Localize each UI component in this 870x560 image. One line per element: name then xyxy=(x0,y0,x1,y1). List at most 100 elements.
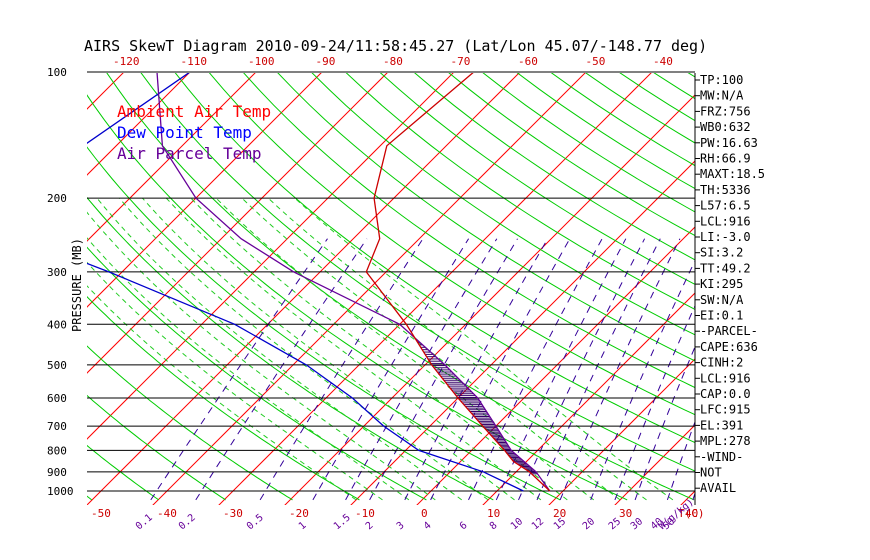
bottom-temp-tick-label: -40 xyxy=(157,507,177,520)
bottom-temp-tick-label: 40 xyxy=(685,507,698,520)
top-temp-tick-label: -110 xyxy=(181,55,208,68)
pressure-tick-label: 100 xyxy=(47,66,67,79)
isotherm-line xyxy=(0,53,11,509)
mixing-ratio-tick-label: 0.2 xyxy=(177,512,198,532)
sounding-profiles xyxy=(87,73,551,492)
pressure-tick-label: 1000 xyxy=(47,485,74,498)
stat-item: LCL:916 xyxy=(700,214,751,228)
dry-adiabat-line xyxy=(379,73,695,285)
dry-adiabat-line xyxy=(106,73,695,501)
bottom-temp-tick-label: 30 xyxy=(619,507,632,520)
mixing-ratio-line xyxy=(614,304,695,501)
isotherm-line xyxy=(87,73,388,374)
isotherm-line xyxy=(87,73,322,308)
mixing-ratio-line xyxy=(404,238,549,501)
isotherm-line xyxy=(350,160,695,505)
mixing-ratio-tick-label: 1.5 xyxy=(332,512,353,532)
mixing-ratio-tick-label: 3 xyxy=(395,520,407,532)
dry-adiabat-line xyxy=(87,146,561,501)
bottom-temp-tick-label: 10 xyxy=(487,507,500,520)
top-temp-tick-label: -120 xyxy=(113,55,140,68)
top-temp-tick-label: -70 xyxy=(451,55,471,68)
isotherm-line xyxy=(614,424,695,505)
chart-title-group: AIRS SkewT Diagram 2010-09-24/11:58:45.2… xyxy=(84,37,707,55)
isotherm-line xyxy=(0,53,77,509)
chart-legend: Ambient Air Temp Dew Point Temp Air Parc… xyxy=(117,102,271,163)
isotherm-line xyxy=(87,73,454,440)
dewpoint-profile-line xyxy=(87,73,524,492)
stat-item: SW:N/A xyxy=(700,293,744,307)
isotherm-line xyxy=(744,53,870,509)
mixing-ratio-line xyxy=(430,238,571,501)
dry-adiabat-line xyxy=(277,73,695,362)
background-grid xyxy=(0,53,870,509)
pressure-tick-label: 400 xyxy=(47,318,67,331)
dry-adiabat-line xyxy=(243,73,695,389)
moist-adiabat-line xyxy=(215,197,595,501)
bottom-temp-tick-label: -20 xyxy=(289,507,309,520)
stat-item: LFC:915 xyxy=(700,403,751,417)
mixing-ratio-tick-label: 10 xyxy=(509,516,525,532)
stat-item: NOT xyxy=(700,466,722,480)
mixing-ratio-tick-label: 1 xyxy=(297,520,309,532)
dry-adiabat-line xyxy=(87,296,360,501)
mixing-ratio-tick-label: 0.1 xyxy=(134,512,155,532)
stat-item: L57:6.5 xyxy=(700,199,751,213)
dry-adiabat-line xyxy=(87,246,427,501)
parcel-profile-line xyxy=(156,73,551,492)
pressure-tick-label: 900 xyxy=(47,466,67,479)
top-temp-tick-label: -90 xyxy=(316,55,336,68)
stat-item: AVAIL xyxy=(700,481,736,495)
stat-item: RH:66.9 xyxy=(700,152,751,166)
legend-dew-point-temp: Dew Point Temp xyxy=(117,123,252,142)
isobar-lines xyxy=(87,71,695,492)
stat-item: LI:-3.0 xyxy=(700,230,751,244)
moist-adiabat-line xyxy=(87,211,436,501)
stat-item: WB0:632 xyxy=(700,120,751,134)
isotherm-line xyxy=(810,53,870,509)
stat-item: MAXT:18.5 xyxy=(700,167,765,181)
bottom-temp-tick-label: -50 xyxy=(91,507,111,520)
dry-adiabat-line xyxy=(87,94,628,501)
mixing-ratio-tick-label: 12 xyxy=(530,516,546,532)
top-temp-tick-label: -50 xyxy=(586,55,606,68)
isotherm-line xyxy=(87,73,256,242)
moist-adiabat-line xyxy=(87,285,357,501)
stat-item: FRZ:756 xyxy=(700,104,751,118)
isotherm-line xyxy=(482,292,695,505)
mixing-ratio-tick-label: 8 xyxy=(488,520,500,532)
pressure-tick-label: 700 xyxy=(47,420,67,433)
stat-item: MPL:278 xyxy=(700,434,751,448)
moist-adiabat-line xyxy=(294,197,674,501)
stat-item: TT:49.2 xyxy=(700,261,751,275)
legend-air-parcel-temp: Air Parcel Temp xyxy=(117,144,262,163)
top-temp-tick-label: -60 xyxy=(518,55,538,68)
mixing-ratio-tick-label: 6 xyxy=(458,520,470,532)
mixing-ratio-line xyxy=(150,238,328,501)
moist-adiabat-line xyxy=(87,237,410,501)
mixing-ratio-line xyxy=(195,238,368,501)
moist-adiabat-line xyxy=(165,197,542,501)
stat-item: -WIND- xyxy=(700,450,743,464)
legend-ambient-air-temp: Ambient Air Temp xyxy=(117,102,271,121)
dry-adiabat-line xyxy=(311,73,695,336)
dry-adiabat-line xyxy=(140,73,695,472)
pressure-tick-label: 800 xyxy=(47,444,67,457)
stat-item: TH:5336 xyxy=(700,183,751,197)
stat-item: PW:16.63 xyxy=(700,136,758,150)
pressure-axis-label: PRESSURE (MB) xyxy=(70,238,84,332)
temp-unit-label: T(C) xyxy=(678,507,705,520)
mixing-ratio-tick-label: 2 xyxy=(364,520,376,532)
bottom-temp-tick-label: -30 xyxy=(223,507,243,520)
stat-item: LCL:916 xyxy=(700,371,751,385)
mixing-ratio-line xyxy=(518,238,646,501)
mixing-ratio-line xyxy=(559,238,681,501)
stat-item: KI:295 xyxy=(700,277,743,291)
dry-adiabat-line xyxy=(482,73,695,213)
dry-adiabat-line xyxy=(687,73,695,78)
stat-item: EL:391 xyxy=(700,418,743,432)
isotherm-line xyxy=(152,73,586,505)
mixing-ratio-tick-label: 20 xyxy=(581,516,597,532)
mixing-ratio-tick-label: 0.5 xyxy=(245,512,266,532)
